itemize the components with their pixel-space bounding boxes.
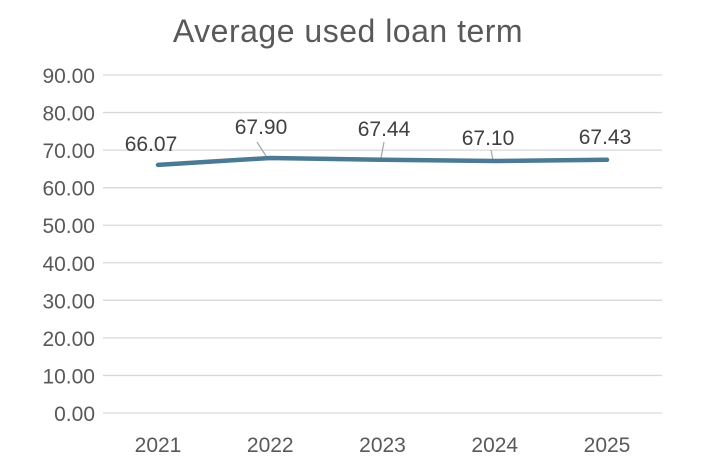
x-axis-label-2022: 2022 [247, 434, 294, 457]
y-axis-tick-label-70: 70.00 [42, 140, 95, 163]
data-label-2024: 67.10 [462, 127, 515, 150]
y-axis-tick-label-40: 40.00 [42, 253, 95, 276]
y-axis-tick-label-20: 20.00 [42, 328, 95, 351]
data-label-leader-line-2023 [380, 141, 385, 159]
data-label-leader-line-2022 [256, 141, 267, 157]
data-label-2023: 67.44 [358, 118, 411, 141]
y-axis-tick-label-0: 0.00 [54, 403, 95, 426]
chart-title: Average used loan term [173, 13, 523, 49]
y-axis-tick-label-80: 80.00 [42, 103, 95, 126]
x-axis-label-2021: 2021 [135, 434, 182, 457]
data-labels-group: 66.07 67.90 67.44 67.10 67.43 [125, 116, 632, 156]
series-line-group [155, 155, 610, 168]
y-axis-tick-label-60: 60.00 [42, 178, 95, 201]
series-line-average-used-loan-term [155, 155, 610, 168]
x-axis-label-2024: 2024 [471, 434, 518, 457]
y-axis-tick-label-10: 10.00 [42, 365, 95, 388]
x-axis-labels-group: 2021 2022 2023 2024 2025 [135, 434, 631, 457]
data-label-2021: 66.07 [125, 133, 178, 156]
y-axis-labels-group: 0.00 10.00 20.00 30.00 40.00 50.00 60.00 70.00 8… [42, 65, 95, 426]
data-label-2022: 67.90 [235, 116, 288, 139]
x-axis-label-2023: 2023 [359, 434, 406, 457]
y-axis-tick-label-30: 30.00 [42, 290, 95, 313]
x-axis-label-2025: 2025 [584, 434, 631, 457]
y-axis-tick-label-90: 90.00 [42, 65, 95, 88]
gridlines-group [103, 74, 662, 414]
data-label-2025: 67.43 [579, 126, 632, 149]
leader-lines-group [256, 141, 494, 161]
data-label-leader-line-2024 [490, 149, 494, 161]
y-axis-tick-label-50: 50.00 [42, 215, 95, 238]
